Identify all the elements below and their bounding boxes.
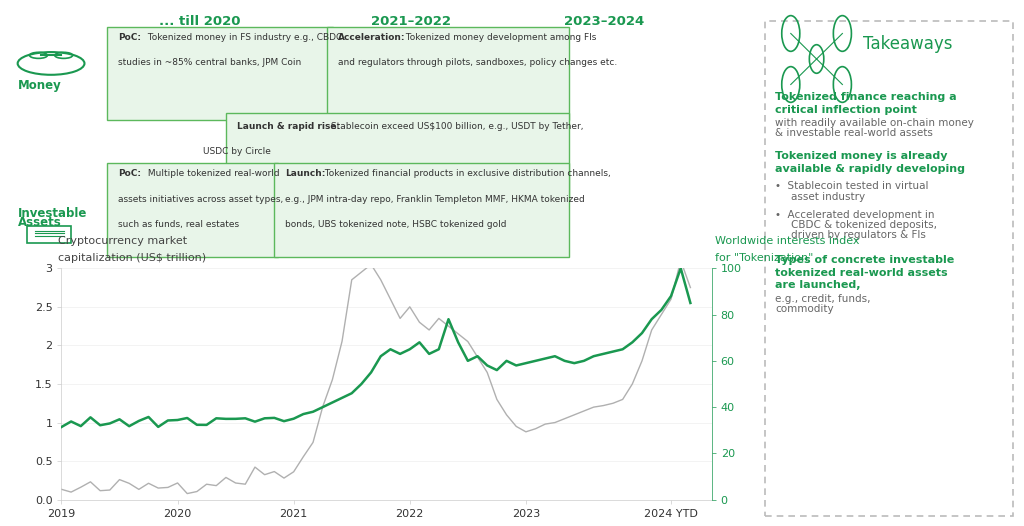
FancyBboxPatch shape bbox=[328, 27, 568, 120]
Text: ... till 2020: ... till 2020 bbox=[159, 15, 241, 28]
Text: capitalization (US$ trillion): capitalization (US$ trillion) bbox=[58, 253, 206, 263]
Text: available & rapidly developing: available & rapidly developing bbox=[775, 164, 966, 174]
Text: Investable: Investable bbox=[17, 207, 87, 220]
Text: Tokenized money development among FIs: Tokenized money development among FIs bbox=[403, 33, 596, 42]
Text: Launch:: Launch: bbox=[285, 169, 326, 178]
Text: Launch & rapid rise:: Launch & rapid rise: bbox=[237, 122, 340, 130]
Text: e.g., JPM intra-day repo, Franklin Templeton MMF, HKMA tokenized: e.g., JPM intra-day repo, Franklin Templ… bbox=[285, 195, 585, 204]
Text: Acceleration:: Acceleration: bbox=[338, 33, 406, 42]
Text: CBDC & tokenized deposits,: CBDC & tokenized deposits, bbox=[791, 220, 937, 230]
FancyBboxPatch shape bbox=[765, 21, 1013, 515]
Text: such as funds, real estates: such as funds, real estates bbox=[118, 220, 239, 229]
Text: Assets: Assets bbox=[17, 216, 61, 229]
Text: 2023–2024: 2023–2024 bbox=[564, 15, 644, 28]
Text: for "Tokenization": for "Tokenization" bbox=[715, 253, 813, 263]
Text: USDC by Circle: USDC by Circle bbox=[203, 147, 270, 156]
Text: Tokenized financial products in exclusive distribution channels,: Tokenized financial products in exclusiv… bbox=[322, 169, 610, 178]
Text: commodity: commodity bbox=[775, 304, 834, 314]
Text: tokenized real-world assets: tokenized real-world assets bbox=[775, 268, 948, 278]
Text: Worldwide interests index: Worldwide interests index bbox=[715, 236, 859, 246]
Text: Tokenized finance reaching a: Tokenized finance reaching a bbox=[775, 92, 956, 102]
Text: and regulators through pilots, sandboxes, policy changes etc.: and regulators through pilots, sandboxes… bbox=[338, 58, 617, 67]
FancyBboxPatch shape bbox=[106, 27, 333, 120]
Text: Tokenized money in FS industry e.g., CBDC: Tokenized money in FS industry e.g., CBD… bbox=[145, 33, 343, 42]
Text: driven by regulators & FIs: driven by regulators & FIs bbox=[791, 230, 926, 240]
Text: & investable real-world assets: & investable real-world assets bbox=[775, 128, 933, 138]
Text: Stablecoin exceed US$100 billion, e.g., USDT by Tether,: Stablecoin exceed US$100 billion, e.g., … bbox=[328, 122, 584, 130]
Text: •  Stablecoin tested in virtual: • Stablecoin tested in virtual bbox=[775, 181, 929, 191]
FancyBboxPatch shape bbox=[225, 113, 569, 201]
Text: Takeaways: Takeaways bbox=[863, 35, 952, 53]
Text: Types of concrete investable: Types of concrete investable bbox=[775, 256, 954, 266]
Text: are launched,: are launched, bbox=[775, 280, 861, 290]
Text: with readily available on-chain money: with readily available on-chain money bbox=[775, 118, 974, 128]
FancyBboxPatch shape bbox=[28, 226, 71, 243]
Text: e.g., credit, funds,: e.g., credit, funds, bbox=[775, 294, 870, 304]
Text: studies in ~85% central banks, JPM Coin: studies in ~85% central banks, JPM Coin bbox=[118, 58, 301, 67]
FancyBboxPatch shape bbox=[106, 163, 278, 257]
Text: asset industry: asset industry bbox=[791, 191, 865, 201]
Text: assets initiatives across asset types,: assets initiatives across asset types, bbox=[118, 195, 284, 204]
FancyBboxPatch shape bbox=[273, 163, 568, 257]
Text: Tokenized money is already: Tokenized money is already bbox=[775, 151, 948, 161]
Text: Cryptocurrency market: Cryptocurrency market bbox=[58, 236, 187, 246]
Text: bonds, UBS tokenized note, HSBC tokenized gold: bonds, UBS tokenized note, HSBC tokenize… bbox=[285, 220, 507, 229]
Text: PoC:: PoC: bbox=[118, 169, 141, 178]
Text: Multiple tokenized real-world: Multiple tokenized real-world bbox=[145, 169, 280, 178]
Text: Money: Money bbox=[17, 78, 61, 92]
Text: 2021–2022: 2021–2022 bbox=[371, 15, 452, 28]
Text: •  Accelerated development in: • Accelerated development in bbox=[775, 209, 935, 219]
Text: PoC:: PoC: bbox=[118, 33, 141, 42]
Text: critical inflection point: critical inflection point bbox=[775, 105, 918, 115]
